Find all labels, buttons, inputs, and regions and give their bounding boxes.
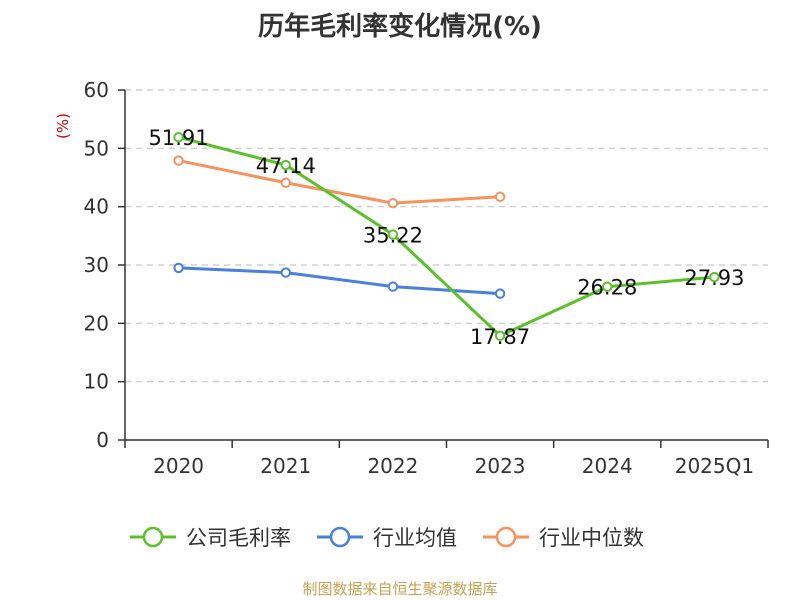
data-label-2023: 17.87 (470, 325, 530, 349)
series-line-0 (178, 135, 715, 338)
series-line-2 (178, 159, 501, 205)
data-label-2020: 51.91 (149, 126, 209, 150)
legend-label-2: 行业中位数 (539, 526, 644, 550)
data-point-0-2022 (387, 229, 399, 240)
y-tick-labels: 0 10 20 30 40 50 60 (84, 78, 109, 452)
data-point-0-2023 (494, 330, 506, 341)
legend-label-1: 行业均值 (373, 526, 457, 550)
data-point-0-2024 (602, 281, 613, 292)
data-label-2021: 47.14 (256, 154, 316, 178)
data-labels-layer: 51.91 47.14 35.22 17.87 26.28 27.93 (149, 126, 745, 349)
data-point-2-2022 (387, 197, 399, 209)
data-point-0-2021 (280, 159, 291, 171)
x-tick-label-2025Q1: 2025Q1 (675, 454, 754, 478)
grid-lines (125, 89, 768, 383)
data-label-2024: 26.28 (577, 276, 637, 300)
x-tick-label-2020: 2020 (153, 454, 204, 478)
y-tick-label-20: 20 (84, 311, 109, 335)
data-point-0-2020 (173, 131, 184, 143)
axes (118, 89, 769, 448)
legend-label-0: 公司毛利率 (186, 526, 291, 550)
legend-marker-2 (495, 526, 517, 548)
y-tick-label-60: 60 (84, 78, 109, 102)
y-tick-label-0: 0 (96, 428, 109, 452)
y-tick-label-50: 50 (84, 136, 109, 160)
data-point-1-2021 (280, 267, 291, 278)
x-tick-label-2023: 2023 (475, 454, 526, 478)
data-point-0-2025Q1 (709, 271, 720, 283)
series-layer (173, 131, 720, 341)
series-line-1 (178, 266, 501, 296)
data-point-2-2023 (494, 191, 506, 202)
x-tick-labels: 2020 2021 2022 2023 2024 2025Q1 (153, 454, 754, 478)
source-note: 制图数据来自恒生聚源数据库 (302, 580, 498, 598)
chart-title: 历年毛利率变化情况(%) (258, 12, 542, 42)
data-point-1-2020 (173, 262, 184, 274)
data-point-1-2023 (494, 288, 506, 299)
data-label-2022: 35.22 (363, 224, 423, 248)
data-label-2025Q1: 27.93 (684, 266, 744, 290)
legend-marker-1 (329, 526, 351, 548)
legend-marker-0 (142, 526, 164, 548)
y-tick-label-40: 40 (84, 195, 109, 219)
data-point-1-2022 (387, 281, 399, 292)
x-tick-label-2022: 2022 (367, 454, 418, 478)
x-tick-label-2021: 2021 (260, 454, 311, 478)
y-tick-label-10: 10 (84, 370, 109, 394)
x-tick-label-2024: 2024 (582, 454, 633, 478)
y-tick-label-30: 30 (84, 253, 109, 277)
legend: 公司毛利率 行业均值 行业中位数 (130, 526, 644, 550)
data-point-2-2020 (173, 155, 184, 166)
y-axis-label: (%) (54, 113, 72, 139)
data-point-2-2021 (280, 177, 291, 188)
